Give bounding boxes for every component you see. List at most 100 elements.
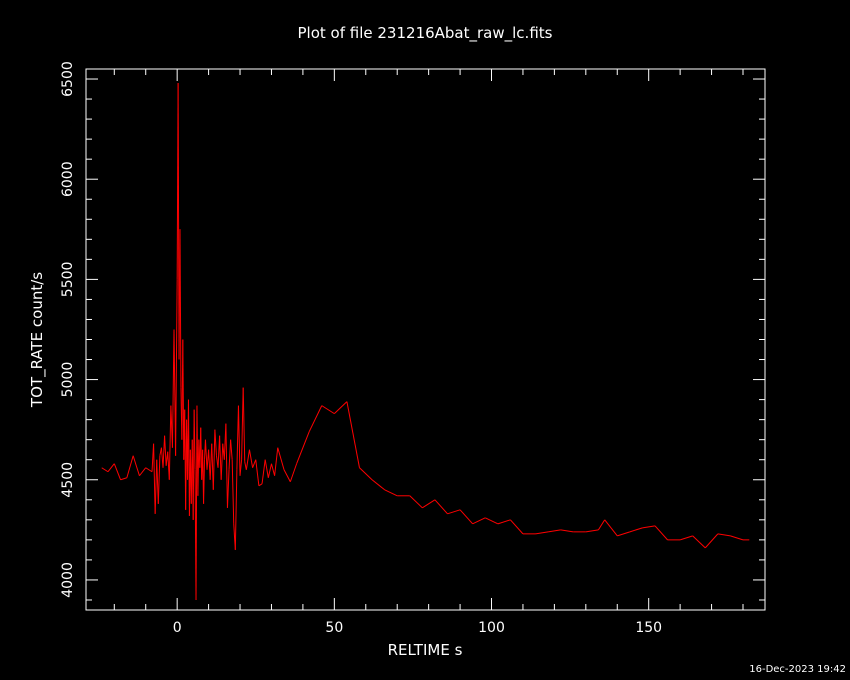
series-segment [239,459,243,476]
series-segment [157,455,161,504]
series-segment [274,447,279,476]
y-tick-label: 4500 [60,462,76,498]
series-segment [510,519,524,535]
series-segment [548,529,561,533]
x-axis-label: RELTIME s [388,641,463,659]
series-segment [241,387,244,460]
series-segment [654,525,668,541]
series-segment [730,535,744,541]
x-tick-label: 100 [478,620,505,636]
series-segment [179,229,182,388]
series-segment [679,535,693,541]
series-segment [258,483,263,487]
x-tick-label: 150 [635,620,662,636]
series-segment [168,405,172,480]
series-segment [261,459,266,484]
y-tick-label: 4000 [60,562,76,598]
series-segment [252,459,257,468]
series-segment [371,479,385,491]
series-segment [642,525,656,529]
series-segment [485,517,499,525]
series-segment [296,431,310,464]
series-segment [692,535,706,549]
series-segment [162,435,166,468]
series-segment [230,439,233,460]
series-segment [175,279,178,456]
series-segment [321,405,335,415]
x-tick-label: 0 [173,620,182,636]
series-segment [255,459,260,486]
series-segment [154,459,158,514]
y-tick-label: 6000 [60,161,76,197]
y-axis-label: TOT_RATE count/s [28,272,47,408]
series-segment [384,489,398,497]
series-segment [139,467,147,477]
series-segment [171,329,175,448]
timestamp: 16-Dec-2023 19:42 [749,664,846,675]
y-tick-label: 6500 [60,61,76,97]
series-segment [231,459,235,524]
series-segment [248,449,254,468]
series-segment [264,459,269,478]
series-segment [422,499,436,509]
series-segment [237,405,241,476]
series-segment [277,447,285,470]
series-segment [472,517,486,525]
data-series [101,83,750,600]
series-segment [308,405,323,432]
series-segment [226,469,230,508]
series-segment [101,467,109,473]
series-segment [153,443,156,514]
series-segment [203,459,206,504]
series-segment [497,519,511,525]
series-segment [242,387,246,462]
series-segment [447,509,461,515]
series-segment [193,409,196,470]
series-segment [629,527,643,533]
series-segment [270,463,276,476]
series-segment [219,435,222,480]
y-tick-label: 5000 [60,362,76,398]
series-segment [459,509,474,525]
y-tick-label: 5500 [60,262,76,298]
series-segment [228,439,232,470]
series-segment [585,529,599,533]
series-segment [245,449,250,470]
series-segment [145,467,153,473]
axis-ticks: 0 50 100 150 4000 4500 5000 5500 6000 6500 [60,61,765,636]
series-segment [704,533,719,549]
series-segment [346,401,360,468]
series-segment [289,463,298,482]
series-segment [120,477,128,481]
series-segment [212,429,216,490]
series-segment [107,463,115,473]
series-segment [182,339,185,460]
series-segment [560,529,574,533]
series-segment [225,423,228,508]
series-segment [236,405,239,470]
series-segment [717,533,731,537]
series-segment [434,499,448,515]
series-segment [267,463,272,478]
series-segment [283,469,291,482]
series-segment [164,435,167,466]
plot-frame [85,68,766,611]
series-segment [156,459,159,504]
series-segment [113,463,122,480]
series-segment [409,495,423,509]
series-segment [126,455,134,478]
chart-title: Plot of file 231216Abat_raw_lc.fits [298,24,553,43]
series-segment [617,531,630,537]
series-segment [333,401,348,414]
series-segment [220,443,224,480]
series-segment [214,429,217,456]
series-segment [234,469,238,550]
series-segment [359,467,373,481]
x-tick-label: 50 [325,620,343,636]
series-segment [535,531,549,535]
series-segment [597,519,606,531]
series-segment [132,455,140,476]
series-segment [204,439,208,470]
series-segment [604,519,618,537]
